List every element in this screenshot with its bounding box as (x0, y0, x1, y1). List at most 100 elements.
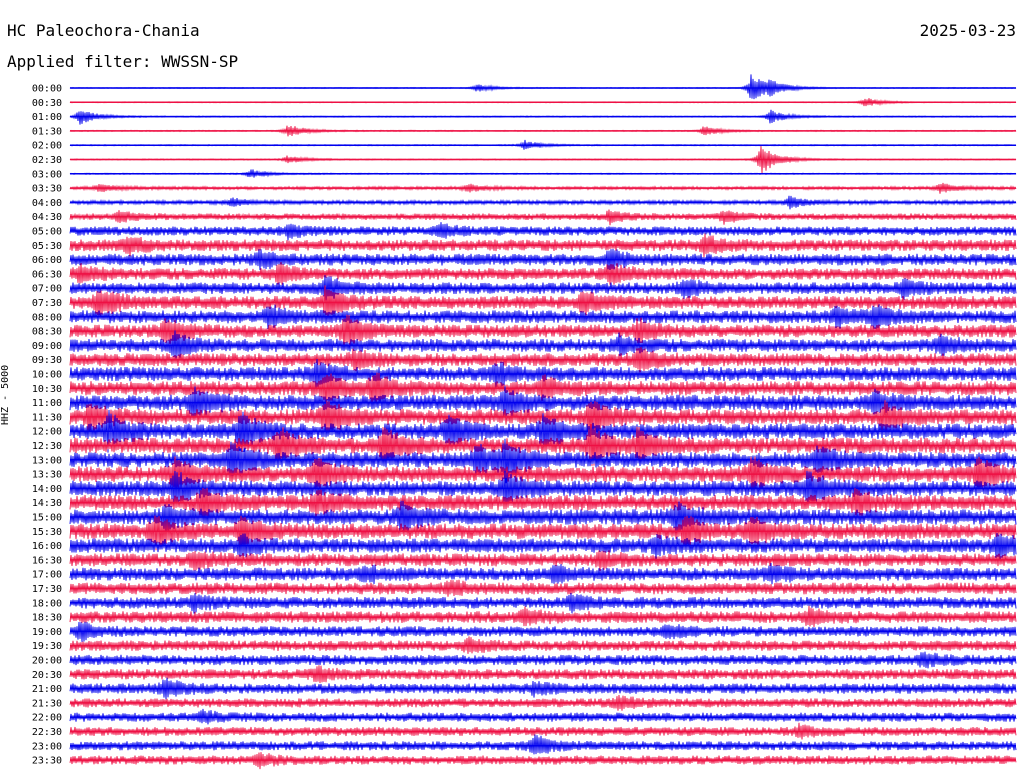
row-time-label: 03:30 (32, 184, 62, 195)
row-time-label: 11:00 (32, 398, 62, 409)
seismic-trace-row (69, 487, 1017, 520)
row-time-label: 09:00 (32, 341, 62, 352)
row-time-label: 01:30 (32, 126, 62, 137)
row-time-label: 10:00 (32, 370, 62, 381)
row-time-label: 04:00 (32, 198, 62, 209)
seismic-trace-row (69, 372, 1017, 407)
row-time-label: 13:00 (32, 455, 62, 466)
row-time-label: 17:00 (32, 570, 62, 581)
row-time-label: 02:30 (32, 155, 62, 166)
row-time-label: 10:30 (32, 384, 62, 395)
row-time-label: 17:30 (32, 584, 62, 595)
seismic-trace-row (69, 752, 1017, 770)
row-time-label: 16:30 (32, 555, 62, 566)
seismic-trace-row (69, 665, 1017, 684)
filter-label: Applied filter: WWSSN-SP (7, 52, 239, 71)
seismic-trace-row (69, 579, 1017, 597)
row-time-label: 11:30 (32, 412, 62, 423)
row-time-label: 20:30 (32, 670, 62, 681)
row-time-label: 07:00 (32, 284, 62, 295)
seismic-trace-row (69, 358, 1017, 389)
seismic-trace-row (69, 330, 1017, 359)
row-time-label: 21:00 (32, 684, 62, 695)
seismic-trace-row (69, 409, 1017, 453)
seismic-trace-row (69, 74, 1017, 100)
row-time-label: 20:00 (32, 656, 62, 667)
row-time-label: 18:00 (32, 598, 62, 609)
row-time-label: 03:00 (32, 169, 62, 180)
row-time-label: 08:30 (32, 327, 62, 338)
seismic-trace-row (69, 209, 1017, 226)
seismic-trace-row (69, 195, 1017, 210)
row-time-label: 22:00 (32, 713, 62, 724)
seismic-trace-row (69, 470, 1017, 507)
seismic-traces (69, 74, 1017, 770)
seismic-trace-row (69, 98, 1017, 107)
seismic-trace-row (69, 182, 1017, 194)
row-time-label: 08:00 (32, 312, 62, 323)
seismic-trace-row (69, 621, 1017, 642)
row-time-label: 06:30 (32, 269, 62, 280)
row-time-label: 00:30 (32, 98, 62, 109)
row-time-label: 15:30 (32, 527, 62, 538)
seismic-trace-row (69, 438, 1017, 484)
seismic-trace-row (69, 636, 1017, 654)
row-time-label: 05:30 (32, 241, 62, 252)
seismic-trace-row (69, 500, 1017, 536)
seismic-trace-row (69, 722, 1017, 740)
seismic-trace-row (69, 550, 1017, 571)
seismic-trace-row (69, 708, 1017, 725)
row-time-label: 06:00 (32, 255, 62, 266)
seismic-trace-row (69, 347, 1017, 373)
row-time-labels: 00:00 00:30 01:00 01:30 02:00 02:30 03:00 03:30… (32, 84, 62, 767)
seismic-trace-row (69, 285, 1017, 317)
seismic-trace-row (69, 109, 1017, 125)
seismic-trace-row (69, 169, 1017, 178)
seismic-trace-row (69, 248, 1017, 271)
row-time-label: 12:30 (32, 441, 62, 452)
seismic-trace-row (69, 562, 1017, 585)
seismic-trace-row (69, 125, 1017, 137)
seismic-trace-row (69, 275, 1017, 301)
row-time-label: 13:30 (32, 470, 62, 481)
seismic-trace-row (69, 677, 1017, 700)
row-time-label: 04:30 (32, 212, 62, 223)
row-time-label: 14:30 (32, 498, 62, 509)
seismic-trace-row (69, 533, 1017, 560)
seismic-trace-row (69, 262, 1017, 285)
row-time-label: 19:30 (32, 641, 62, 652)
seismic-trace-row (69, 734, 1017, 755)
seismic-trace-row (69, 592, 1017, 614)
seismic-trace-row (69, 515, 1017, 551)
seismic-trace-row (69, 694, 1017, 711)
row-time-label: 21:30 (32, 698, 62, 709)
seismic-trace-row (69, 314, 1017, 350)
row-time-label: 18:30 (32, 613, 62, 624)
seismic-trace-row (69, 400, 1017, 436)
row-time-label: 15:00 (32, 513, 62, 524)
row-time-label: 19:00 (32, 627, 62, 638)
row-time-label: 07:30 (32, 298, 62, 309)
row-time-label: 23:00 (32, 741, 62, 752)
row-time-label: 01:00 (32, 112, 62, 123)
row-time-label: 14:00 (32, 484, 62, 495)
row-time-label: 00:00 (32, 84, 62, 95)
seismic-trace-row (69, 605, 1017, 628)
seismic-trace-row (69, 233, 1017, 258)
seismic-trace-row (69, 139, 1017, 150)
row-time-label: 09:30 (32, 355, 62, 366)
row-time-label: 12:00 (32, 427, 62, 438)
seismic-trace-row (69, 386, 1017, 420)
station-name: HC Paleochora-Chania (7, 21, 200, 40)
row-time-label: 05:00 (32, 227, 62, 238)
record-date: 2025-03-23 (919, 21, 1016, 40)
seismic-trace-row (69, 651, 1017, 669)
seismic-trace-row (69, 304, 1017, 330)
row-time-label: 16:00 (32, 541, 62, 552)
row-time-label: 22:30 (32, 727, 62, 738)
seismic-trace-row (69, 146, 1017, 174)
row-time-label: 02:00 (32, 141, 62, 152)
row-time-label: 23:30 (32, 756, 62, 767)
seismic-trace-row (69, 423, 1017, 466)
